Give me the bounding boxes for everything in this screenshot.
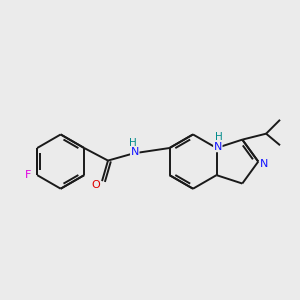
Text: N: N [214,142,222,152]
Text: H: H [215,132,223,142]
Text: N: N [260,159,269,169]
Text: O: O [92,180,100,190]
Text: H: H [129,138,136,148]
Text: N: N [130,147,139,157]
Text: F: F [25,170,31,180]
